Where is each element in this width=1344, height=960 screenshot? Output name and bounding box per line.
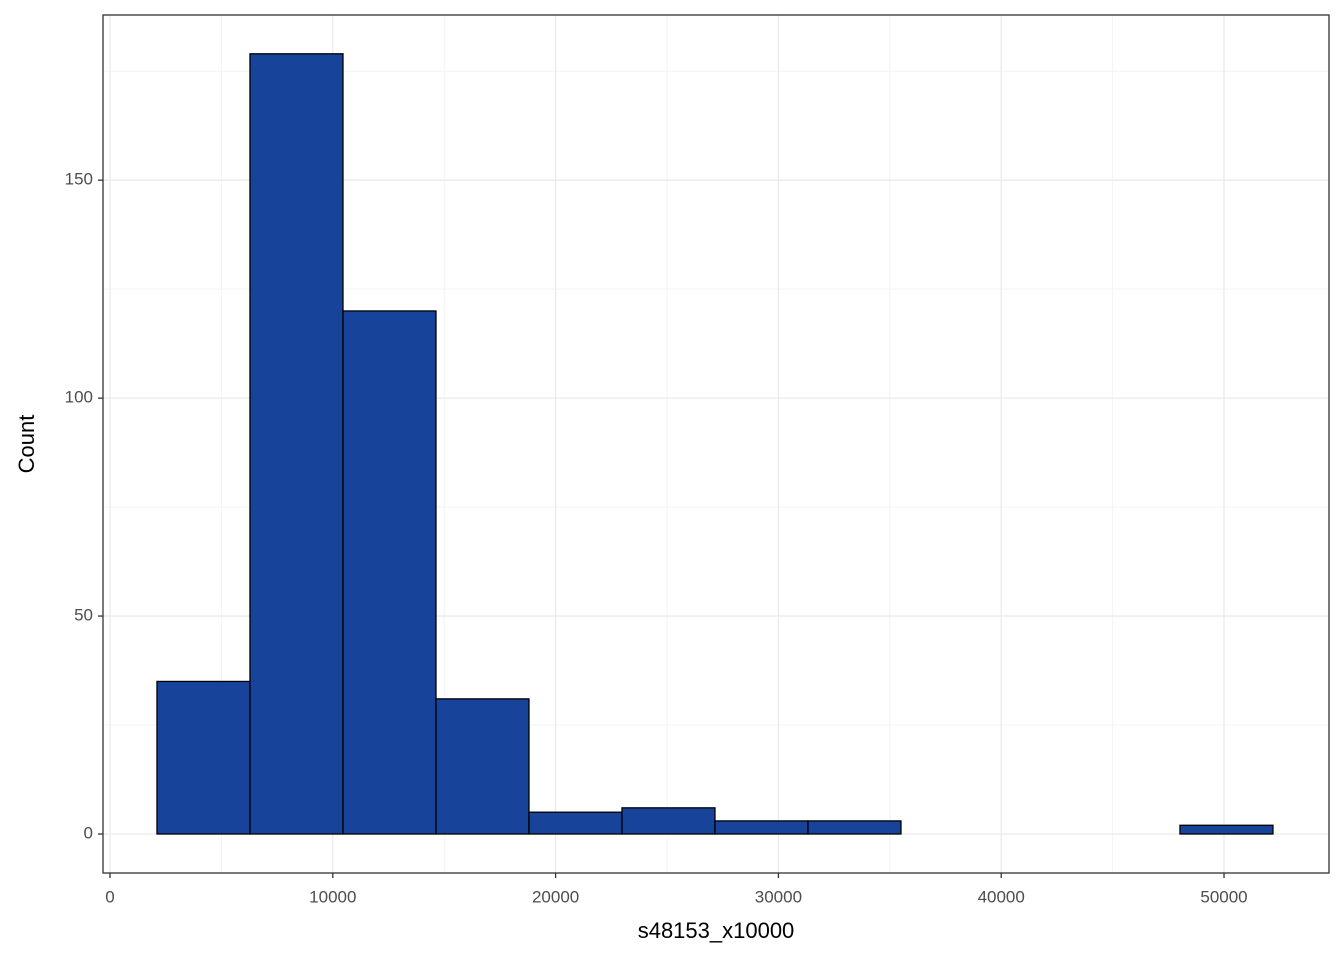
x-tick-label: 10000 [309,887,356,906]
bar [807,820,902,835]
x-tick-label: 20000 [532,887,579,906]
bar [342,310,437,835]
x-axis-title: s48153_x10000 [638,918,795,943]
panel-border [102,14,1330,874]
x-tick-label: 50000 [1200,887,1247,906]
y-tick-label: 150 [65,170,93,189]
bar [1179,824,1274,835]
y-tick-label: 100 [65,388,93,407]
y-tick-label: 50 [74,606,93,625]
y-axis-title: Count [14,415,39,474]
x-tick-label: 30000 [755,887,802,906]
bar [249,53,344,835]
bar [714,820,809,835]
bar [435,698,530,835]
bar [621,807,716,835]
y-tick-label: 0 [84,823,93,842]
x-tick-label: 40000 [978,887,1025,906]
bar [528,811,623,835]
x-tick-label: 0 [105,887,114,906]
bar [156,680,251,835]
